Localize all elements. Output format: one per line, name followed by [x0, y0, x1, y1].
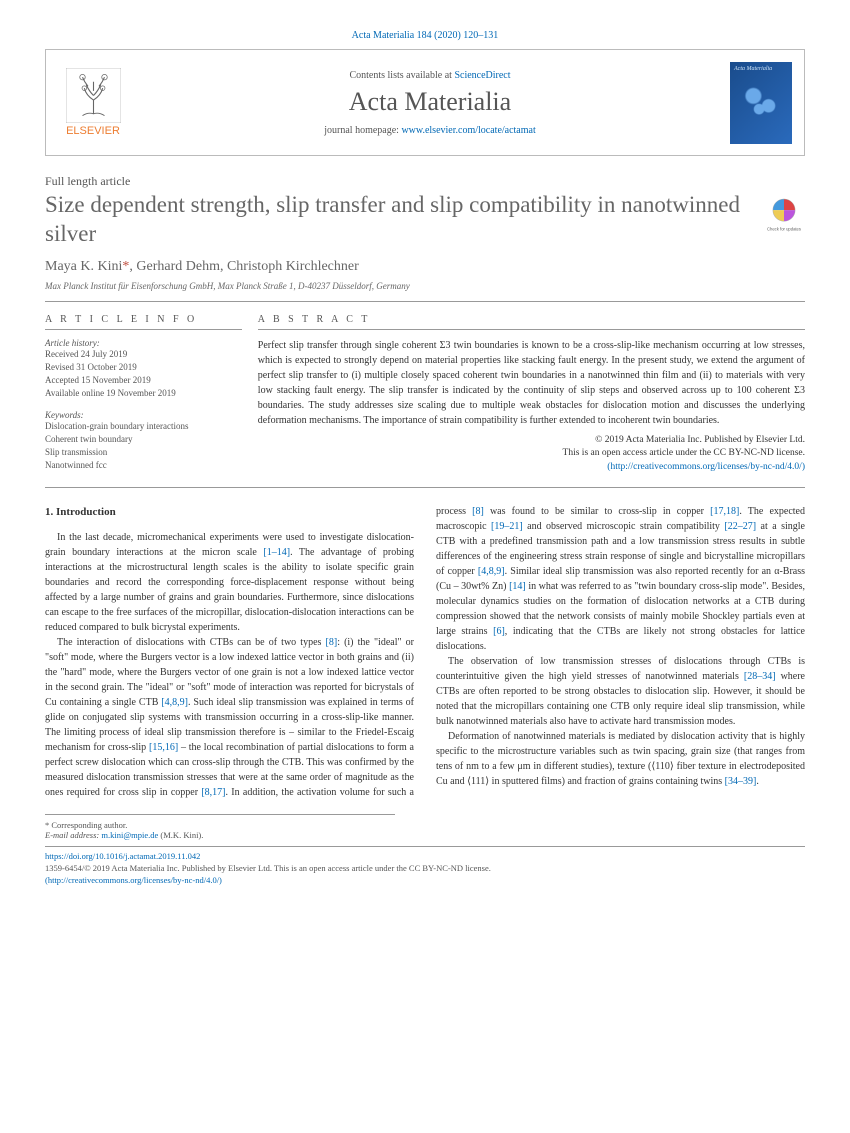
received-line: Received 24 July 2019 [45, 348, 242, 361]
ref-link[interactable]: [4,8,9] [161, 697, 188, 708]
elsevier-text: ELSEVIER [66, 125, 120, 137]
authors-rest: , Gerhard Dehm, Christoph Kirchlechner [129, 259, 358, 274]
revised-line: Revised 31 October 2019 [45, 361, 242, 374]
cover-title: Acta Materialia [734, 66, 772, 72]
keyword-1: Dislocation-grain boundary interactions [45, 420, 242, 433]
footer-copyright: 1359-6454/© 2019 Acta Materialia Inc. Pu… [45, 863, 491, 873]
keyword-3: Slip transmission [45, 446, 242, 459]
article-info: A R T I C L E I N F O Article history: R… [45, 314, 258, 475]
homepage-link[interactable]: www.elsevier.com/locate/actamat [401, 125, 535, 136]
journal-header: ELSEVIER Contents lists available at Sci… [45, 49, 805, 156]
affiliation: Max Planck Institut für Eisenforschung G… [45, 281, 805, 302]
copyright-1: © 2019 Acta Materialia Inc. Published by… [595, 435, 805, 445]
homepage-prefix: journal homepage: [324, 125, 401, 136]
journal-name: Acta Materialia [142, 87, 718, 117]
ref-link[interactable]: [19–21] [491, 521, 523, 532]
abstract-box: A B S T R A C T Perfect slip transfer th… [258, 314, 805, 475]
ref-link[interactable]: [8,17] [201, 787, 225, 798]
para-4: Deformation of nanotwinned materials is … [436, 729, 805, 789]
contents-line: Contents lists available at ScienceDirec… [142, 70, 718, 81]
ref-link[interactable]: [4,8,9] [478, 566, 505, 577]
ref-link[interactable]: [22–27] [724, 521, 756, 532]
section-1-title: 1. Introduction [45, 504, 414, 521]
corresponding-author: * Corresponding author. [45, 820, 395, 830]
info-head: A R T I C L E I N F O [45, 314, 242, 330]
footer-license-link[interactable]: (http://creativecommons.org/licenses/by-… [45, 875, 222, 885]
homepage-line: journal homepage: www.elsevier.com/locat… [142, 125, 718, 136]
footnote: * Corresponding author. E-mail address: … [45, 814, 395, 840]
license-link[interactable]: (http://creativecommons.org/licenses/by-… [607, 462, 805, 472]
history-label: Article history: [45, 338, 242, 348]
ref-link[interactable]: [28–34] [744, 671, 776, 682]
abstract-text: Perfect slip transfer through single coh… [258, 338, 805, 428]
ref-link[interactable]: [15,16] [149, 742, 178, 753]
keyword-2: Coherent twin boundary [45, 433, 242, 446]
elsevier-tree-icon [66, 68, 121, 123]
para-1: In the last decade, micromechanical expe… [45, 530, 414, 635]
keywords-label: Keywords: [45, 410, 242, 420]
para-3: The observation of low transmission stre… [436, 654, 805, 729]
ref-link[interactable]: [8] [326, 637, 338, 648]
online-line: Available online 19 November 2019 [45, 387, 242, 400]
check-updates-icon[interactable]: Check for updates [763, 195, 805, 237]
elsevier-logo: ELSEVIER [58, 60, 128, 145]
email-label: E-mail address: [45, 830, 101, 840]
article-title: Size dependent strength, slip transfer a… [45, 191, 751, 249]
body-text: 1. Introduction In the last decade, micr… [45, 504, 805, 801]
article-type: Full length article [45, 174, 805, 189]
author-1: Maya K. Kini [45, 259, 122, 274]
email-link[interactable]: m.kini@mpie.de [101, 830, 158, 840]
accepted-line: Accepted 15 November 2019 [45, 374, 242, 387]
copyright-2: This is an open access article under the… [563, 448, 805, 458]
ref-link[interactable]: [17,18] [710, 506, 739, 517]
email-suffix: (M.K. Kini). [158, 830, 203, 840]
svg-text:Check for updates: Check for updates [767, 226, 801, 231]
keyword-4: Nanotwinned fcc [45, 459, 242, 472]
authors: Maya K. Kini*, Gerhard Dehm, Christoph K… [45, 259, 805, 275]
ref-link[interactable]: [1–14] [263, 547, 290, 558]
abstract-head: A B S T R A C T [258, 314, 805, 330]
ref-link[interactable]: [8] [472, 506, 484, 517]
doi-link[interactable]: https://doi.org/10.1016/j.actamat.2019.1… [45, 851, 200, 861]
copyright-block: © 2019 Acta Materialia Inc. Published by… [258, 434, 805, 475]
ref-link[interactable]: [6] [493, 626, 505, 637]
contents-prefix: Contents lists available at [349, 70, 454, 81]
journal-cover: Acta Materialia [730, 62, 792, 144]
header-citation: Acta Materialia 184 (2020) 120–131 [45, 30, 805, 41]
ref-link[interactable]: [14] [509, 581, 526, 592]
page-footer: https://doi.org/10.1016/j.actamat.2019.1… [45, 846, 805, 887]
sciencedirect-link[interactable]: ScienceDirect [454, 70, 510, 81]
ref-link[interactable]: [34–39] [725, 776, 757, 787]
